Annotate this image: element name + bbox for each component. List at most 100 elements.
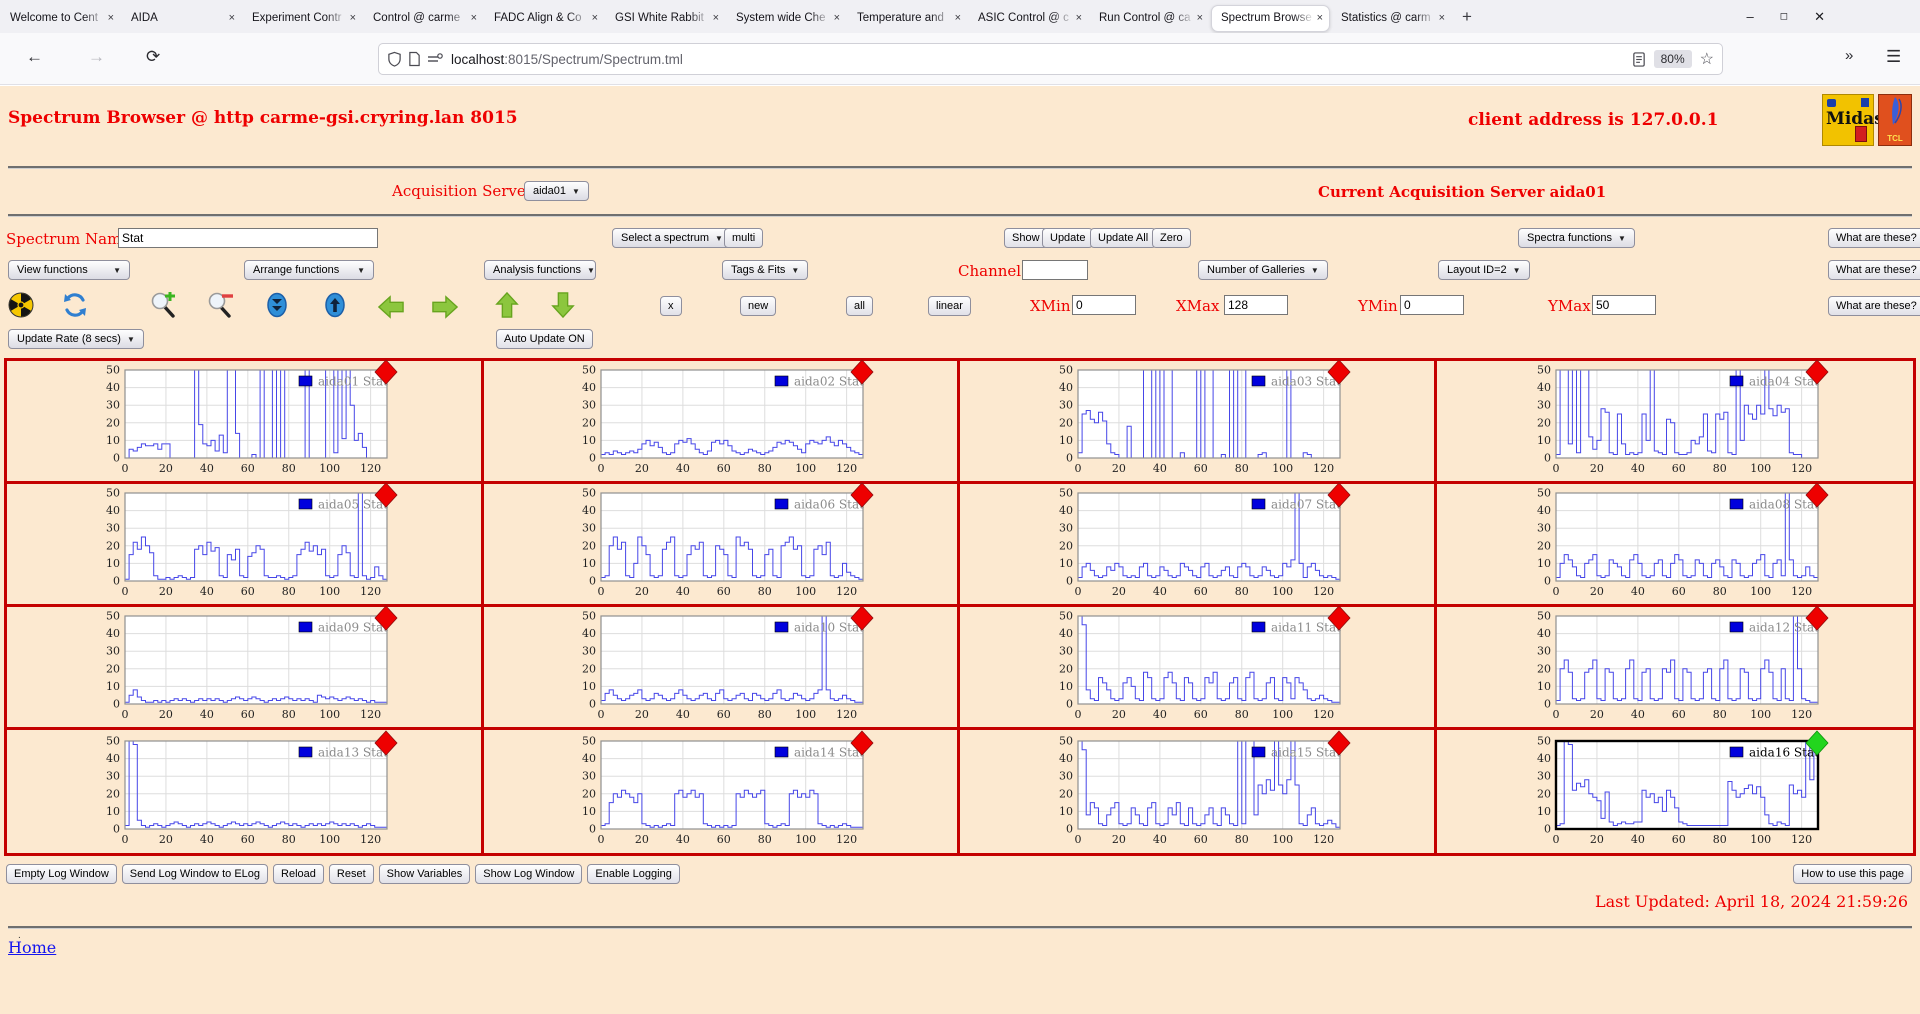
tab-close-icon[interactable]: ×: [591, 12, 598, 24]
reset-button[interactable]: Reset: [328, 864, 374, 884]
spectrum-chart[interactable]: aida06 Stat 0 10 20 30 40 50 0 20 40 60 80 100 120: [565, 482, 875, 600]
spectrum-chart[interactable]: aida12 Stat 0 10 20 30 40 50 0 20 40 60 80 100 120: [1520, 605, 1830, 723]
url-text[interactable]: localhost:8015/Spectrum/Spectrum.tml: [451, 51, 683, 67]
spectrum-chart[interactable]: aida08 Stat 0 10 20 30 40 50 0 20 40 60 80 100 120: [1520, 482, 1830, 600]
expand-vertical-icon[interactable]: [322, 292, 348, 318]
bookmark-star-icon[interactable]: ☆: [1699, 51, 1714, 68]
x-button[interactable]: x: [660, 296, 682, 316]
what-are-these-button-3[interactable]: What are these?: [1828, 296, 1920, 316]
acquisition-server-select[interactable]: aida01 ▼: [524, 181, 589, 201]
spectrum-cell-aida08[interactable]: aida08 Stat 0 10 20 30 40 50 0 20 40 60 80 100 120: [1436, 482, 1913, 607]
spectrum-chart[interactable]: aida05 Stat 0 10 20 30 40 50 0 20 40 60 80 100 120: [89, 482, 399, 600]
auto-update-button[interactable]: Auto Update ON: [496, 329, 593, 349]
linear-button[interactable]: linear: [928, 296, 971, 316]
browser-tab[interactable]: Run Control @ ca ×: [1090, 5, 1209, 32]
zoom-level-badge[interactable]: 80%: [1653, 50, 1692, 68]
show-variables-button[interactable]: Show Variables: [378, 864, 471, 884]
spectrum-chart[interactable]: aida14 Stat 0 10 20 30 40 50 0 20 40 60 80 100 120: [565, 729, 875, 848]
tab-close-icon[interactable]: ×: [349, 12, 356, 24]
spectrum-chart[interactable]: aida02 Stat 0 10 20 30 40 50 0 20 40 60 80 100 120: [565, 359, 875, 477]
select-a-spectrum-select[interactable]: Select a spectrum ▼: [612, 228, 732, 248]
spectrum-cell-aida11[interactable]: aida11 Stat 0 10 20 30 40 50 0 20 40 60 80 100 120: [960, 605, 1437, 730]
multi-button[interactable]: multi: [724, 228, 764, 248]
number-of-galleries-select[interactable]: Number of Galleries ▼: [1198, 260, 1328, 280]
tcl-powered-logo[interactable]: TCL: [1878, 94, 1912, 146]
update-rate-select[interactable]: Update Rate (8 secs) ▼: [8, 329, 144, 349]
menu-hamburger-icon[interactable]: ☰: [1886, 47, 1902, 66]
ymin-input[interactable]: [1400, 295, 1464, 315]
spectrum-chart[interactable]: aida11 Stat 0 10 20 30 40 50 0 20 40 60 80 100 120: [1042, 605, 1352, 723]
spectrum-cell-aida01[interactable]: aida01 Stat 0 10 20 30 40 50 0 20 40 60 80 100 120: [7, 359, 484, 484]
zoom-out-icon[interactable]: [208, 292, 234, 318]
ymax-input[interactable]: [1592, 295, 1656, 315]
spectrum-chart[interactable]: aida13 Stat 0 10 20 30 40 50 0 20 40 60 80 100 120: [89, 729, 399, 848]
xmax-input[interactable]: [1224, 295, 1288, 315]
layout-id-select[interactable]: Layout ID=2 ▼: [1438, 260, 1530, 280]
browser-tab[interactable]: Temperature and ×: [848, 5, 967, 32]
browser-tab[interactable]: System wide Che ×: [727, 5, 846, 32]
zero-button[interactable]: Zero: [1152, 228, 1191, 248]
tab-close-icon[interactable]: ×: [1075, 12, 1082, 24]
tab-close-icon[interactable]: ×: [1196, 12, 1203, 24]
channel-input[interactable]: [1022, 260, 1088, 280]
update-all-button[interactable]: Update All: [1090, 228, 1157, 248]
how-to-use-button[interactable]: How to use this page: [1793, 864, 1912, 884]
show-log-window-button[interactable]: Show Log Window: [475, 864, 583, 884]
tab-close-icon[interactable]: ×: [107, 12, 114, 24]
tags-fits-select[interactable]: Tags & Fits ▼: [722, 260, 809, 280]
spectrum-chart[interactable]: aida01 Stat 0 10 20 30 40 50 0 20 40 60 80 100 120: [89, 359, 399, 477]
radiation-icon[interactable]: [8, 292, 34, 318]
arrow-left-icon[interactable]: [378, 294, 404, 320]
spectrum-chart[interactable]: aida04 Stat 0 10 20 30 40 50 0 20 40 60 80 100 120: [1520, 359, 1830, 477]
spectrum-cell-aida06[interactable]: aida06 Stat 0 10 20 30 40 50 0 20 40 60 80 100 120: [483, 482, 960, 607]
browser-tab[interactable]: AIDA ×: [122, 5, 241, 32]
maximize-icon[interactable]: ◻: [1779, 11, 1789, 22]
update-button[interactable]: Update: [1042, 228, 1094, 248]
reload-icon[interactable]: ⟳: [146, 47, 161, 66]
tab-close-icon[interactable]: ×: [1316, 12, 1323, 24]
enable-logging-button[interactable]: Enable Logging: [587, 864, 680, 884]
arrow-up-icon[interactable]: [494, 292, 520, 318]
arrow-down-icon[interactable]: [550, 292, 576, 318]
tab-close-icon[interactable]: ×: [833, 12, 840, 24]
browser-tab[interactable]: Control @ carme ×: [364, 5, 483, 32]
what-are-these-button-1[interactable]: What are these?: [1828, 228, 1920, 248]
spectrum-chart[interactable]: aida10 Stat 0 10 20 30 40 50 0 20 40 60 80 100 120: [565, 605, 875, 723]
browser-tab[interactable]: Statistics @ carm ×: [1332, 5, 1451, 32]
xmin-input[interactable]: [1072, 295, 1136, 315]
reload-button[interactable]: Reload: [273, 864, 324, 884]
spectrum-cell-aida05[interactable]: aida05 Stat 0 10 20 30 40 50 0 20 40 60 80 100 120: [7, 482, 484, 607]
close-icon[interactable]: ✕: [1814, 8, 1825, 24]
tab-close-icon[interactable]: ×: [228, 12, 235, 24]
overflow-chevrons-icon[interactable]: »: [1845, 47, 1854, 64]
tab-close-icon[interactable]: ×: [1438, 12, 1445, 24]
tab-close-icon[interactable]: ×: [470, 12, 477, 24]
new-tab-button[interactable]: +: [1462, 6, 1472, 26]
page-icon[interactable]: [408, 51, 421, 67]
spectrum-cell-aida10[interactable]: aida10 Stat 0 10 20 30 40 50 0 20 40 60 80 100 120: [483, 605, 960, 730]
spectrum-cell-aida03[interactable]: aida03 Stat 0 10 20 30 40 50 0 20 40 60 80 100 120: [960, 359, 1437, 484]
arrange-functions-select[interactable]: Arrange functions ▼: [244, 260, 374, 280]
midas-logo[interactable]: Midas: [1822, 94, 1884, 146]
show-button[interactable]: Show: [1004, 228, 1048, 248]
all-button[interactable]: all: [846, 296, 874, 316]
shield-icon[interactable]: [387, 51, 402, 67]
spectrum-cell-aida15[interactable]: aida15 Stat 0 10 20 30 40 50 0 20 40 60 80 100 120: [960, 729, 1437, 853]
spectrum-cell-aida14[interactable]: aida14 Stat 0 10 20 30 40 50 0 20 40 60 80 100 120: [484, 729, 960, 853]
permissions-icon[interactable]: [427, 51, 443, 67]
send-log-window-to-elog-button[interactable]: Send Log Window to ELog: [121, 864, 269, 884]
refresh-icon[interactable]: [62, 292, 88, 318]
browser-tab[interactable]: GSI White Rabbit ×: [606, 5, 725, 32]
spectrum-cell-aida02[interactable]: aida02 Stat 0 10 20 30 40 50 0 20 40 60 80 100 120: [483, 359, 960, 484]
spectrum-chart[interactable]: aida15 Stat 0 10 20 30 40 50 0 20 40 60 80 100 120: [1042, 729, 1352, 848]
browser-tab[interactable]: ASIC Control @ c ×: [969, 5, 1088, 32]
analysis-functions-select[interactable]: Analysis functions ▼: [484, 260, 596, 280]
spectra-functions-select[interactable]: Spectra functions ▼: [1518, 228, 1635, 248]
what-are-these-button-2[interactable]: What are these?: [1828, 260, 1920, 280]
browser-tab[interactable]: FADC Align & Co ×: [485, 5, 604, 32]
spectrum-cell-aida09[interactable]: aida09 Stat 0 10 20 30 40 50 0 20 40 60 80 100 120: [7, 605, 484, 730]
forward-icon[interactable]: →: [88, 47, 105, 66]
view-functions-select[interactable]: View functions ▼: [8, 260, 130, 280]
spectrum-chart[interactable]: aida07 Stat 0 10 20 30 40 50 0 20 40 60 80 100 120: [1042, 482, 1352, 600]
home-link[interactable]: Home: [8, 938, 57, 957]
